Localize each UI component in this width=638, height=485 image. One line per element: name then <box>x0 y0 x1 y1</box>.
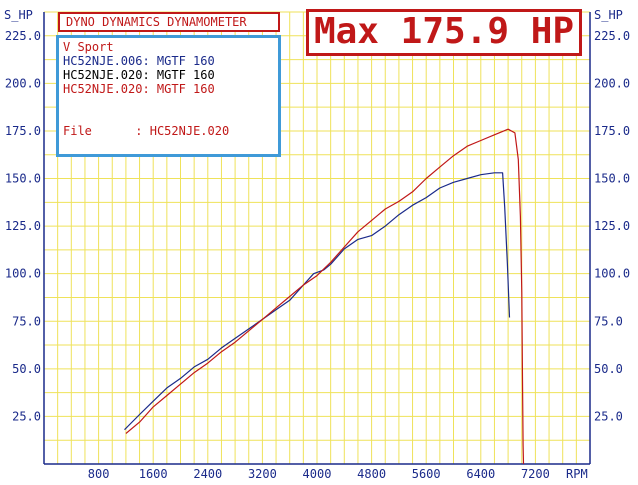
series-line-run-006 <box>124 172 511 431</box>
y-tick-label-right: 25.0 <box>594 409 623 423</box>
dyno-title: DYNO DYNAMICS DYNAMOMETER <box>66 15 247 29</box>
legend-run-1: HC52NJE.006: MGTF 160 <box>63 54 215 68</box>
y-tick-label-left: 25.0 <box>12 409 41 423</box>
y-axis-label-right: S_HP <box>594 8 623 22</box>
max-power-box: Max 175.9 HP <box>306 9 582 56</box>
legend-heading: V Sport <box>63 40 114 54</box>
run-legend: V Sport HC52NJE.006: MGTF 160 HC52NJE.02… <box>56 35 281 157</box>
x-tick-label: 4800 <box>357 467 386 481</box>
y-tick-label-left: 175.0 <box>5 124 41 138</box>
x-tick-label: 5600 <box>412 467 441 481</box>
legend-file-label: File <box>63 124 92 138</box>
x-tick-label: 2400 <box>193 467 222 481</box>
y-tick-label-left: 150.0 <box>5 172 41 186</box>
y-tick-label-right: 75.0 <box>594 314 623 328</box>
y-tick-label-left: 200.0 <box>5 76 41 90</box>
x-tick-label: 800 <box>88 467 110 481</box>
x-tick-label: 3200 <box>248 467 277 481</box>
legend-file-row: File : HC52NJE.020 <box>63 124 274 138</box>
x-axis-label: RPM <box>566 467 588 481</box>
x-tick-label: 4000 <box>303 467 332 481</box>
y-tick-label-left: 50.0 <box>12 362 41 376</box>
y-tick-label-right: 125.0 <box>594 219 630 233</box>
legend-run-2: HC52NJE.020: MGTF 160 <box>63 68 215 82</box>
max-power-label: Max 175.9 HP <box>313 11 575 52</box>
x-tick-label: 6400 <box>466 467 495 481</box>
y-tick-label-right: 50.0 <box>594 362 623 376</box>
y-tick-label-right: 100.0 <box>594 267 630 281</box>
legend-run-3: HC52NJE.020: MGTF 160 <box>63 82 215 96</box>
y-tick-label-right: 200.0 <box>594 76 630 90</box>
y-tick-label-right: 225.0 <box>594 29 630 43</box>
y-tick-label-left: 75.0 <box>12 314 41 328</box>
legend-file-value: : HC52NJE.020 <box>135 124 230 138</box>
x-tick-label: 1600 <box>139 467 168 481</box>
y-tick-label-left: 225.0 <box>5 29 41 43</box>
y-tick-label-left: 100.0 <box>5 267 41 281</box>
y-tick-label-right: 175.0 <box>594 124 630 138</box>
dyno-title-box: DYNO DYNAMICS DYNAMOMETER <box>58 12 280 32</box>
y-tick-label-right: 150.0 <box>594 172 630 186</box>
y-tick-label-left: 125.0 <box>5 219 41 233</box>
series-line-run-020 <box>125 128 525 465</box>
y-axis-label-left: S_HP <box>4 8 33 22</box>
x-tick-label: 7200 <box>521 467 550 481</box>
